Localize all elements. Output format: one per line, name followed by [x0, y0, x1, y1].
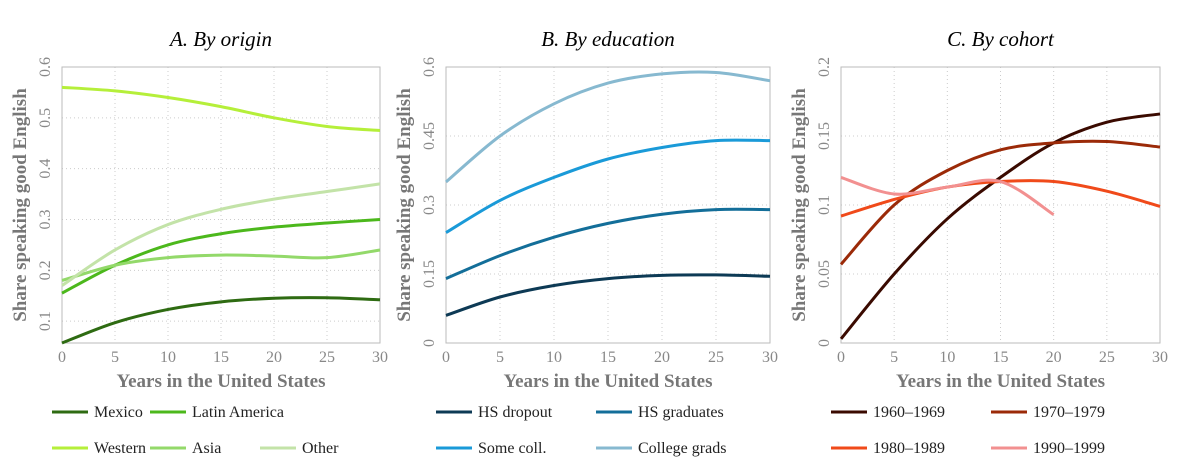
panel-title: A. By origin: [168, 27, 272, 51]
legend-label: Latin America: [192, 404, 284, 421]
legend-label: HS graduates: [638, 404, 724, 421]
x-tick-label: 20: [654, 349, 670, 366]
legend-label: College grads: [638, 440, 726, 457]
legend-label: Western: [94, 440, 146, 457]
y-axis-label: Share speaking good English: [394, 88, 415, 322]
x-tick-label: 5: [890, 349, 898, 366]
y-tick-label: 0: [816, 339, 833, 347]
plot-frame: [445, 66, 771, 344]
legend-label: Other: [302, 440, 339, 457]
y-tick-label: 0.1: [37, 311, 54, 331]
y-tick-label: 0.2: [37, 260, 54, 280]
x-tick-label: 5: [496, 349, 504, 366]
series-line: [61, 248, 381, 282]
x-tick-label: 10: [160, 349, 176, 366]
series-line: [445, 70, 771, 184]
y-tick-label: 0.1: [816, 195, 833, 215]
y-tick-label: 0.4: [37, 159, 54, 179]
x-tick-label: 25: [1099, 349, 1115, 366]
series-line: [839, 139, 1161, 266]
panel-title: C. By cohort: [947, 27, 1055, 51]
x-tick-label: 30: [372, 349, 388, 366]
legend-label: 1960–1969: [873, 404, 945, 421]
legend-label: Some coll.: [478, 440, 546, 457]
x-axis-label: Years in the United States: [896, 371, 1105, 392]
y-tick-label: 0.05: [816, 260, 833, 288]
x-tick-label: 25: [319, 349, 335, 366]
x-tick-label: 20: [266, 349, 282, 366]
x-axis-label: Years in the United States: [504, 371, 713, 392]
x-tick-label: 30: [762, 349, 778, 366]
legend-label: 1980–1989: [873, 440, 945, 457]
x-tick-label: 15: [993, 349, 1009, 366]
x-tick-label: 25: [708, 349, 724, 366]
panel-title: B. By education: [541, 27, 675, 51]
x-tick-label: 0: [837, 349, 845, 366]
y-tick-label: 0.15: [816, 122, 833, 150]
series-line: [61, 182, 381, 287]
y-tick-label: 0.6: [421, 57, 438, 77]
y-tick-label: 0.15: [421, 260, 438, 288]
y-tick-label: 0: [421, 339, 438, 347]
x-tick-label: 10: [939, 349, 955, 366]
x-tick-label: 5: [111, 349, 119, 366]
y-axis-label: Share speaking good English: [10, 88, 31, 322]
series-line: [61, 85, 381, 133]
plot-frame: [840, 66, 1161, 344]
x-tick-label: 0: [442, 349, 450, 366]
plot-frame: [61, 66, 381, 344]
y-axis-label: Share speaking good English: [789, 88, 810, 322]
x-tick-label: 20: [1046, 349, 1062, 366]
legend-label: 1990–1999: [1033, 440, 1105, 457]
y-tick-label: 0.3: [421, 195, 438, 215]
series-line: [840, 175, 1055, 216]
y-tick-label: 0.2: [816, 57, 833, 77]
x-tick-label: 10: [546, 349, 562, 366]
legend-label: 1970–1979: [1033, 404, 1105, 421]
x-tick-label: 30: [1152, 349, 1168, 366]
x-tick-label: 0: [58, 349, 66, 366]
x-axis-label: Years in the United States: [117, 371, 326, 392]
x-tick-label: 15: [600, 349, 616, 366]
y-tick-label: 0.5: [37, 108, 54, 128]
y-tick-label: 0.6: [37, 57, 54, 77]
series-line: [445, 273, 771, 317]
y-tick-label: 0.3: [37, 209, 54, 229]
series-line: [61, 296, 381, 345]
legend-label: HS dropout: [478, 404, 553, 421]
legend-label: Asia: [192, 440, 221, 457]
series-line: [445, 207, 771, 280]
legend-label: Mexico: [94, 404, 143, 421]
y-tick-label: 0.45: [421, 122, 438, 150]
x-tick-label: 15: [213, 349, 229, 366]
series-line: [445, 138, 771, 234]
